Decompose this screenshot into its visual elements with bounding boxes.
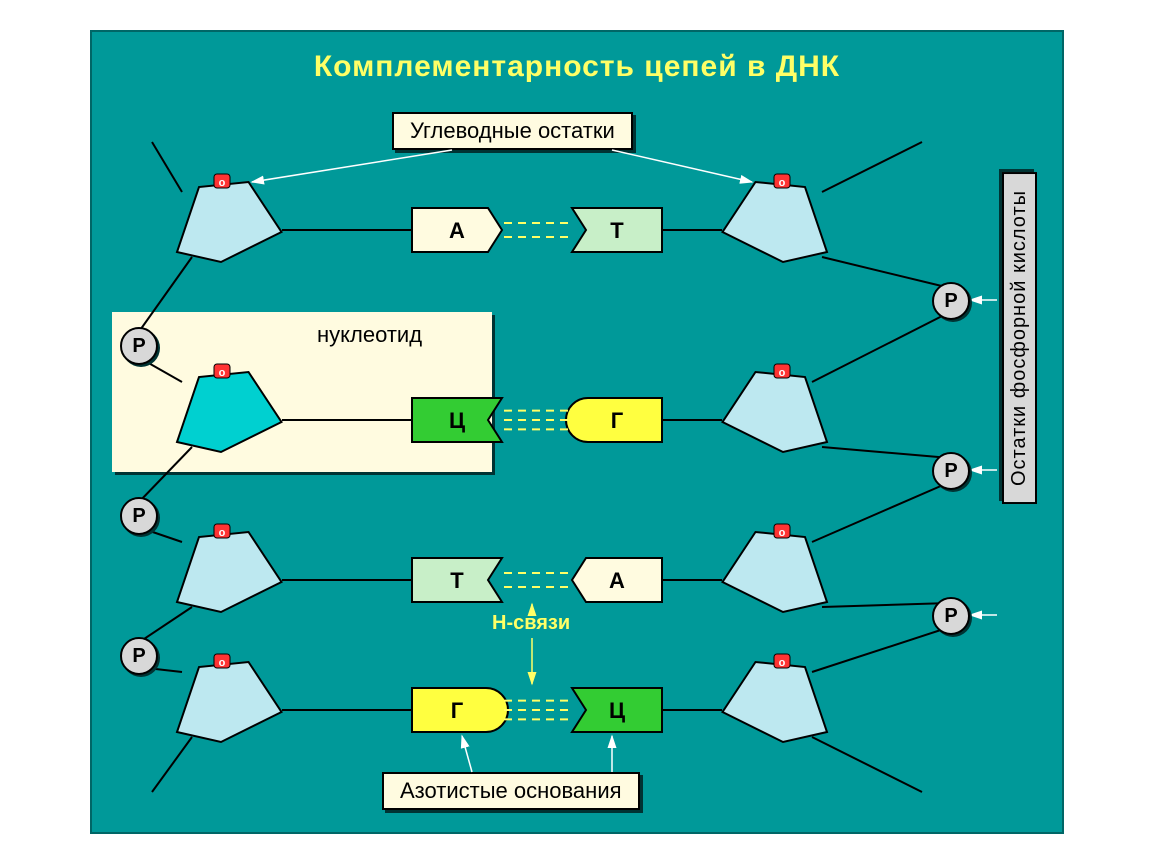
svg-text:o: o: [219, 657, 226, 669]
svg-text:Ц: Ц: [449, 408, 465, 433]
diagram-svg: o o А Тo o Ц Гo o Т Аo o Г Ц: [92, 32, 1062, 832]
svg-text:Т: Т: [450, 568, 464, 593]
svg-text:o: o: [219, 527, 226, 539]
svg-text:Ц: Ц: [609, 698, 625, 723]
phosphate-left-2: Р: [120, 497, 158, 535]
svg-text:Г: Г: [611, 408, 624, 433]
phosphate-right-2: Р: [932, 452, 970, 490]
svg-text:Г: Г: [451, 698, 464, 723]
svg-text:А: А: [609, 568, 625, 593]
diagram-canvas: Комплементарность цепей в ДНК нуклеотид …: [90, 30, 1064, 834]
svg-text:o: o: [219, 177, 226, 189]
svg-text:o: o: [779, 177, 786, 189]
phosphate-right-3: Р: [932, 597, 970, 635]
svg-text:o: o: [779, 657, 786, 669]
phosphate-right-1: Р: [932, 282, 970, 320]
svg-text:o: o: [779, 367, 786, 379]
phosphate-left-1: Р: [120, 327, 158, 365]
svg-text:Т: Т: [610, 218, 624, 243]
svg-text:o: o: [779, 527, 786, 539]
svg-text:o: o: [219, 367, 226, 379]
svg-text:А: А: [449, 218, 465, 243]
phosphate-left-3: Р: [120, 637, 158, 675]
